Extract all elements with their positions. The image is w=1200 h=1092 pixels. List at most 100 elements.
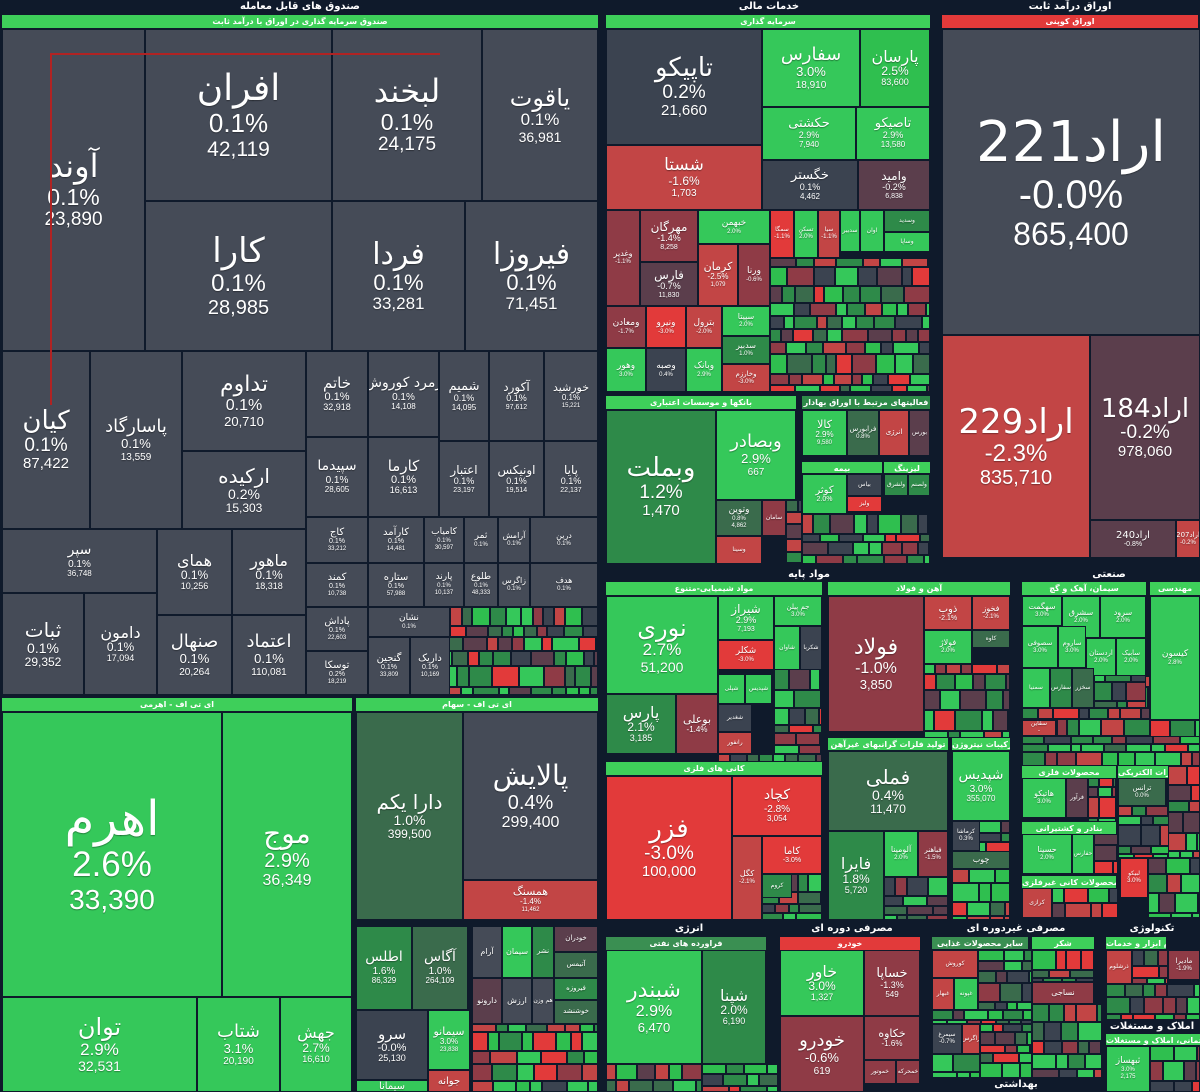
stock-tile[interactable]: کارما 0.1% 16,613	[368, 437, 439, 517]
mini-stock-tile[interactable]	[1143, 984, 1155, 997]
mini-stock-tile[interactable]	[1064, 1004, 1076, 1022]
mini-stock-tile[interactable]	[979, 883, 991, 902]
stock-tile[interactable]: سمنیا	[1022, 668, 1050, 708]
stock-tile[interactable]: سپر 0.1% 36,748	[2, 529, 157, 593]
mini-stock-tile[interactable]	[582, 1032, 598, 1051]
mini-stock-tile[interactable]	[1148, 893, 1159, 913]
mini-stock-tile[interactable]	[1053, 708, 1079, 719]
mini-stock-tile[interactable]	[526, 1024, 547, 1032]
mini-stock-tile[interactable]	[740, 1086, 767, 1092]
stock-tile[interactable]: توسکا 0.2% 18,219	[306, 651, 368, 695]
mini-stock-tile[interactable]	[786, 512, 802, 524]
mini-stock-tile[interactable]	[842, 316, 856, 329]
mini-stock-tile[interactable]	[1133, 1014, 1155, 1020]
mini-stock-tile[interactable]	[1158, 950, 1168, 966]
stock-tile[interactable]: خگستر 0.1% 4,462	[762, 160, 858, 210]
mini-stock-tile[interactable]	[1126, 682, 1146, 701]
stock-tile[interactable]: شپلی	[718, 674, 745, 704]
mini-stock-tile[interactable]	[810, 303, 836, 316]
mini-stock-tile[interactable]	[1132, 806, 1146, 816]
mini-stock-tile[interactable]	[862, 374, 873, 385]
stock-tile[interactable]: کگل -2.1%	[732, 836, 762, 920]
stock-tile[interactable]: کارا 0.1% 28,985	[145, 201, 332, 351]
stock-tile[interactable]: فرابورس 0.8%	[847, 410, 879, 456]
mini-stock-tile[interactable]	[1093, 736, 1112, 744]
mini-stock-tile[interactable]	[948, 731, 960, 738]
mini-stock-tile[interactable]	[796, 258, 814, 267]
mini-stock-tile[interactable]	[472, 1032, 488, 1051]
mini-stock-tile[interactable]	[820, 385, 840, 392]
mini-stock-tile[interactable]	[1117, 701, 1127, 708]
mini-stock-tile[interactable]	[472, 607, 490, 626]
mini-stock-tile[interactable]	[906, 329, 918, 342]
mini-stock-tile[interactable]	[1032, 1022, 1044, 1041]
mini-stock-tile[interactable]	[952, 869, 969, 883]
mini-stock-tile[interactable]	[1003, 690, 1010, 710]
mini-stock-tile[interactable]	[516, 1081, 530, 1092]
stock-tile[interactable]: خکاوه -1.6%	[864, 1016, 920, 1060]
mini-stock-tile[interactable]	[1044, 736, 1071, 744]
mini-stock-tile[interactable]	[806, 342, 823, 354]
stock-tile[interactable]: جم پیلن 3.0%	[774, 596, 822, 626]
mini-stock-tile[interactable]	[594, 1024, 598, 1032]
mini-stock-tile[interactable]	[1052, 903, 1065, 918]
stock-tile[interactable]: وبملت 1.2% 1,470	[606, 410, 716, 564]
mini-stock-tile[interactable]	[1094, 1069, 1102, 1078]
industry-header[interactable]: سیمان، آهک و گچ	[1022, 582, 1146, 595]
mini-stock-tile[interactable]	[556, 1032, 571, 1051]
stock-tile[interactable]: شپدیس	[745, 674, 772, 704]
mini-stock-tile[interactable]	[629, 1080, 653, 1092]
stock-tile[interactable]: دارا یکم 1.0% 399,500	[356, 712, 463, 920]
stock-tile[interactable]: وخارزم -3.0%	[722, 364, 770, 392]
mini-stock-tile[interactable]	[450, 626, 466, 637]
stock-tile[interactable]: نشر	[532, 926, 554, 978]
mini-stock-tile[interactable]	[1165, 744, 1188, 752]
mini-stock-tile[interactable]	[729, 1086, 740, 1092]
mini-stock-tile[interactable]	[521, 607, 533, 626]
mini-stock-tile[interactable]	[978, 1002, 995, 1010]
mini-stock-tile[interactable]	[928, 258, 930, 267]
stock-tile[interactable]: وبانک 2.9%	[686, 348, 722, 392]
mini-stock-tile[interactable]	[964, 1010, 988, 1020]
stock-tile[interactable]: خاتم 0.1% 32,918	[306, 351, 368, 437]
mini-stock-tile[interactable]	[867, 514, 878, 534]
mini-stock-tile[interactable]	[1022, 744, 1048, 752]
mini-stock-tile[interactable]	[1108, 708, 1120, 719]
mini-stock-tile[interactable]	[1015, 1032, 1027, 1045]
mini-stock-tile[interactable]	[980, 1032, 995, 1045]
mini-stock-tile[interactable]	[834, 374, 852, 385]
mini-stock-tile[interactable]	[506, 607, 521, 626]
mini-stock-tile[interactable]	[774, 708, 789, 725]
stock-tile[interactable]: شیراز 2.9% 7,193	[718, 596, 774, 640]
sector-header-industrial[interactable]: صنعتی	[1092, 569, 1126, 580]
stock-tile[interactable]: کرمان -2.5% 1,079	[698, 244, 738, 306]
mini-stock-tile[interactable]	[1044, 1041, 1062, 1054]
mini-stock-tile[interactable]	[924, 555, 930, 564]
mini-stock-tile[interactable]	[969, 869, 995, 883]
sector-header-noncyclical[interactable]: مصرفی غیردوره ای	[966, 923, 1066, 934]
mini-stock-tile[interactable]	[1168, 801, 1189, 812]
mini-stock-tile[interactable]	[820, 733, 822, 745]
mini-stock-tile[interactable]	[655, 1064, 669, 1080]
mini-stock-tile[interactable]	[1004, 950, 1024, 961]
mini-stock-tile[interactable]	[775, 904, 789, 913]
mini-stock-tile[interactable]	[842, 329, 868, 342]
mini-stock-tile[interactable]	[802, 542, 828, 555]
mini-stock-tile[interactable]	[533, 1032, 556, 1051]
mini-stock-tile[interactable]	[1066, 950, 1081, 970]
mini-stock-tile[interactable]	[616, 1080, 629, 1092]
mini-stock-tile[interactable]	[1094, 861, 1113, 874]
stock-tile[interactable]: آتیمس	[554, 952, 598, 978]
mini-stock-tile[interactable]	[784, 316, 794, 329]
mini-stock-tile[interactable]	[575, 666, 591, 687]
stock-tile[interactable]: اهرم 2.6% 33,390	[2, 712, 222, 997]
industry-header[interactable]: مهندسی	[1150, 582, 1200, 595]
stock-tile[interactable]: وتوین 0.8% 4,862	[716, 500, 762, 536]
stock-tile[interactable]: پایا 0.1% 22,137	[544, 441, 598, 517]
sector-header-health[interactable]: بهداشتی	[994, 1079, 1038, 1090]
mini-stock-tile[interactable]	[774, 669, 789, 690]
mini-stock-tile[interactable]	[929, 542, 931, 555]
mini-stock-tile[interactable]	[767, 1086, 778, 1092]
mini-stock-tile[interactable]	[1118, 846, 1131, 854]
mini-stock-tile[interactable]	[702, 1074, 723, 1086]
